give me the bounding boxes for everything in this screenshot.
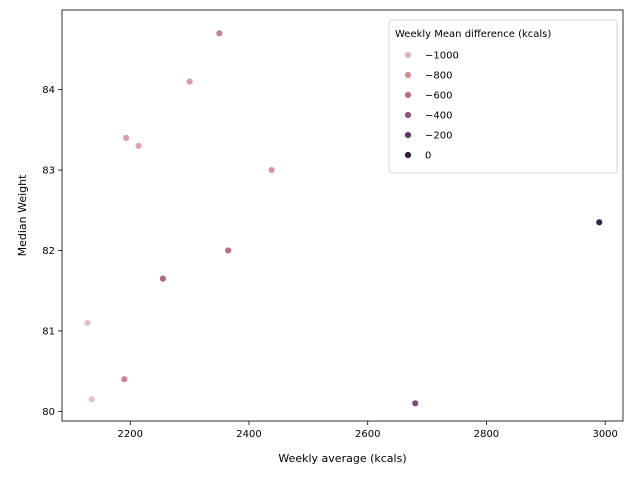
data-point xyxy=(120,375,129,383)
x-tick-label: 3000 xyxy=(592,429,617,440)
data-point xyxy=(411,399,419,408)
data-point xyxy=(134,142,143,150)
legend-marker xyxy=(404,111,412,119)
x-tick-label: 2200 xyxy=(118,429,143,440)
data-point xyxy=(267,166,276,174)
legend-label: −800 xyxy=(425,71,452,82)
x-tick-label: 2800 xyxy=(474,429,499,440)
y-tick-label: 83 xyxy=(42,166,55,177)
legend-label: −400 xyxy=(425,111,452,122)
legend-marker xyxy=(404,91,412,99)
legend-label: −200 xyxy=(425,131,452,142)
y-axis-ticks: 80 81 82 83 84 xyxy=(42,85,62,418)
y-tick-label: 82 xyxy=(42,246,55,257)
x-tick-label: 2600 xyxy=(355,429,380,440)
legend-entries: −1000 −800 −600 −400 −200 0 xyxy=(404,51,459,162)
data-point xyxy=(224,246,232,255)
x-tick-label: 2400 xyxy=(236,429,261,440)
legend-label: 0 xyxy=(425,151,431,162)
legend-marker xyxy=(404,71,412,79)
legend-label: −600 xyxy=(425,91,452,102)
data-point xyxy=(83,319,92,327)
legend-frame xyxy=(388,19,618,174)
legend-label: −1000 xyxy=(425,51,459,62)
data-points xyxy=(83,29,603,408)
data-point xyxy=(87,395,96,403)
legend: Weekly Mean difference (kcals) −1000 −800… xyxy=(388,19,618,174)
legend-marker xyxy=(404,51,412,59)
x-axis-ticks: 2200 2400 2600 2800 3000 xyxy=(118,421,618,440)
legend-marker xyxy=(404,131,412,139)
y-tick-label: 80 xyxy=(42,407,55,418)
y-tick-label: 84 xyxy=(42,85,55,96)
data-point xyxy=(595,218,603,227)
x-axis-label: Weekly average (kcals) xyxy=(278,452,406,465)
y-axis-label: Median Weight xyxy=(16,174,29,257)
data-point xyxy=(185,77,194,86)
data-point xyxy=(159,274,167,283)
data-point xyxy=(215,29,224,38)
data-point xyxy=(122,134,130,142)
y-tick-label: 81 xyxy=(42,326,55,337)
legend-marker xyxy=(404,151,412,159)
legend-title: Weekly Mean difference (kcals) xyxy=(395,29,551,40)
